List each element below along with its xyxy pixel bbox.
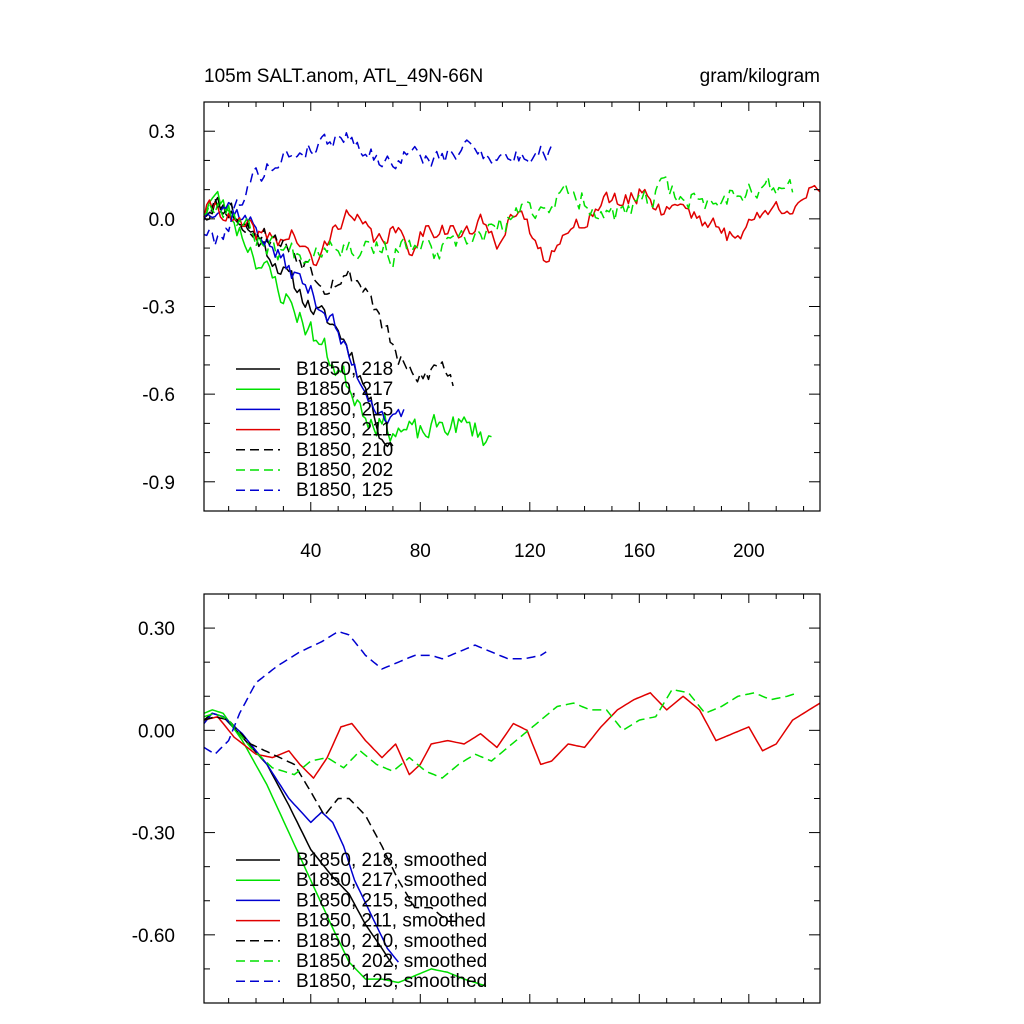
bottom-chart: 0.300.00-0.30-0.60 B1850, 218, smoothedB…	[132, 593, 821, 1004]
series-line-b1850-210-smoothed	[203, 715, 459, 922]
series-line-b1850-217-smoothed	[203, 709, 487, 987]
series-line-b1850-210	[203, 197, 454, 387]
y-tick-label: 0.30	[138, 619, 175, 640]
y-tick-label: -0.60	[132, 926, 175, 947]
y-tick-label: 0.0	[149, 210, 175, 231]
series-line-b1850-202-smoothed	[203, 688, 799, 779]
series-line-b1850-217	[203, 190, 492, 447]
y-tick-label: 0.3	[149, 122, 175, 143]
x-tick-label: 160	[623, 541, 655, 562]
legend-label: B1850, 215	[296, 399, 393, 420]
top-chart-units: gram/kilogram	[700, 66, 820, 87]
y-tick-label: -0.30	[132, 824, 175, 845]
legend-label: B1850, 215, smoothed	[296, 890, 487, 911]
series-line-b1850-215-smoothed	[203, 712, 399, 963]
x-tick-label: 40	[300, 541, 321, 562]
x-tick-label: 200	[733, 541, 765, 562]
top-chart: 105m SALT.anom, ATL_49N-66N gram/kilogra…	[142, 66, 821, 562]
legend-label: B1850, 217	[296, 379, 393, 400]
legend-label: B1850, 202	[296, 460, 393, 481]
series-line-b1850-125	[203, 132, 553, 247]
series-line-b1850-215	[203, 201, 405, 425]
y-tick-label: -0.3	[142, 298, 175, 319]
legend-label: B1850, 218, smoothed	[296, 850, 487, 871]
legend-label: B1850, 211, smoothed	[296, 911, 486, 932]
legend-label: B1850, 218	[296, 359, 393, 380]
legend-label: B1850, 125, smoothed	[296, 971, 487, 992]
y-tick-label: -0.6	[142, 385, 175, 406]
y-tick-label: -0.9	[142, 473, 175, 494]
series-line-b1850-211	[203, 184, 821, 267]
x-tick-label: 120	[514, 541, 546, 562]
legend-label: B1850, 125	[296, 480, 393, 501]
series-line-b1850-125-smoothed	[203, 630, 547, 755]
legend-label: B1850, 217, smoothed	[296, 870, 487, 891]
y-tick-label: 0.00	[138, 721, 175, 742]
x-tick-label: 80	[410, 541, 431, 562]
legend-label: B1850, 210, smoothed	[296, 931, 487, 952]
legend-label: B1850, 202, smoothed	[296, 951, 487, 972]
legend-label: B1850, 211	[296, 420, 392, 441]
top-chart-title: 105m SALT.anom, ATL_49N-66N	[204, 66, 483, 87]
legend-label: B1850, 210	[296, 440, 393, 461]
series-line-b1850-211-smoothed	[203, 692, 821, 779]
series-line-b1850-202	[203, 175, 794, 269]
